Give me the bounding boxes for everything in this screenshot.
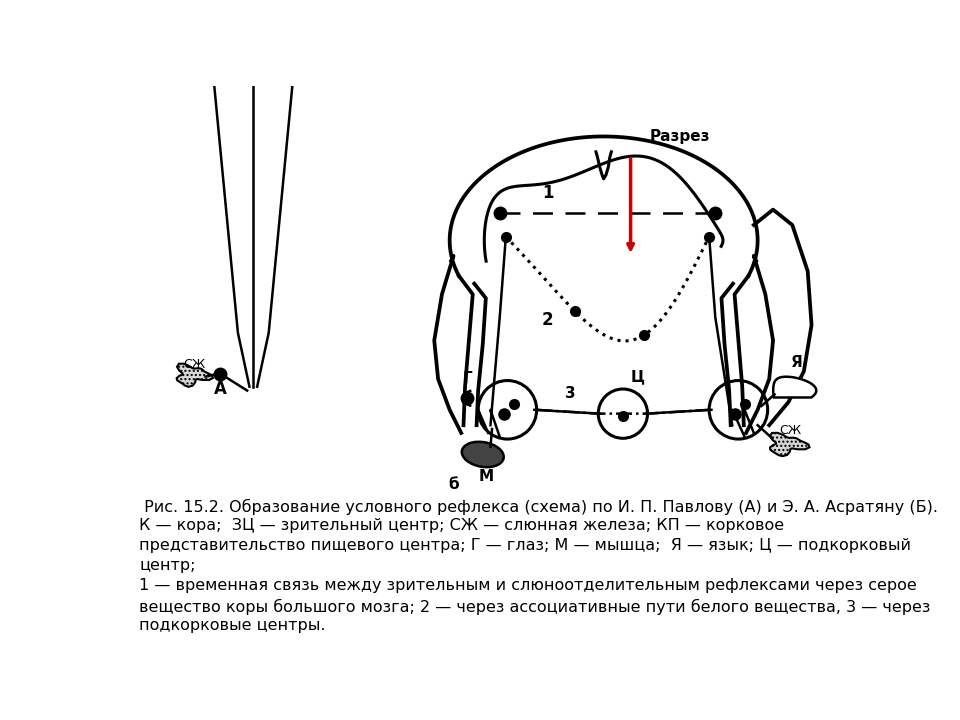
Text: СЖ: СЖ <box>779 423 801 436</box>
Text: б: б <box>448 477 459 492</box>
Polygon shape <box>177 364 213 387</box>
Text: вещество коры большого мозга; 2 — через ассоциативные пути белого вещества, 3 — : вещество коры большого мозга; 2 — через … <box>139 598 930 615</box>
Text: К — кора;  ЗЦ — зрительный центр; СЖ — слюнная железа; КП — корковое: К — кора; ЗЦ — зрительный центр; СЖ — сл… <box>139 518 784 534</box>
Polygon shape <box>773 377 816 397</box>
Text: 3: 3 <box>565 386 576 401</box>
Text: центр;: центр; <box>139 559 196 573</box>
Text: Рис. 15.2. Образование условного рефлекса (схема) по И. П. Павлову (А) и Э. А. А: Рис. 15.2. Образование условного рефлекс… <box>139 498 938 515</box>
Text: представительство пищевого центра; Г — глаз; М — мышца;  Я — язык; Ц — подкорков: представительство пищевого центра; Г — г… <box>139 539 911 554</box>
Text: Разрез: Разрез <box>650 129 710 144</box>
Polygon shape <box>770 433 809 456</box>
Text: 1: 1 <box>542 184 554 202</box>
Text: М: М <box>479 469 494 485</box>
Ellipse shape <box>462 442 504 467</box>
Text: А: А <box>214 380 227 398</box>
Text: Ц: Ц <box>631 369 644 384</box>
Text: Г: Г <box>463 371 472 386</box>
Text: 1 — временная связь между зрительным и слюноотделительным рефлексами через серое: 1 — временная связь между зрительным и с… <box>139 578 917 593</box>
Text: Я: Я <box>790 356 802 371</box>
Text: 2: 2 <box>542 311 554 329</box>
Text: подкорковые центры.: подкорковые центры. <box>139 618 325 634</box>
Text: СЖ: СЖ <box>183 359 205 372</box>
